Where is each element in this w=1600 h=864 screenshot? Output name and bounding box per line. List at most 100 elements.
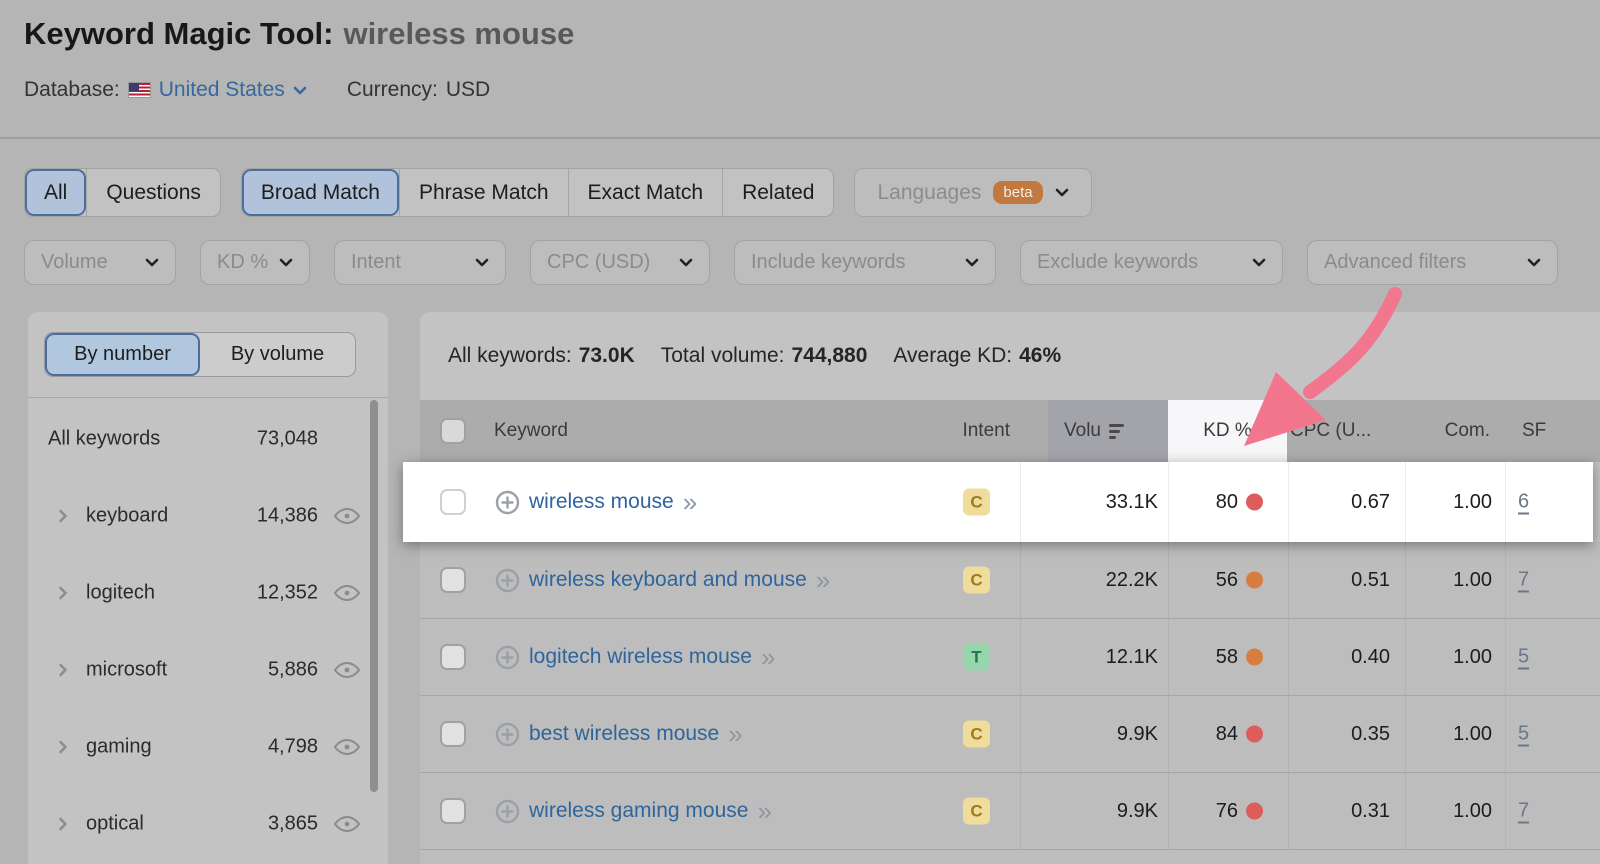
volume-filter[interactable]: Volume	[24, 240, 176, 285]
chevron-right-icon[interactable]	[59, 817, 68, 831]
volume-value: 22.2K	[1105, 568, 1158, 591]
tab-phrase-match[interactable]: Phrase Match	[398, 169, 568, 216]
sidebar-item-all-keywords[interactable]: All keywords 73,048	[28, 400, 380, 477]
chevron-down-icon	[679, 258, 693, 267]
sidebar-scrollbar[interactable]	[370, 400, 378, 792]
column-kd[interactable]: KD %	[1168, 400, 1287, 462]
languages-dropdown[interactable]: Languages beta	[854, 168, 1092, 217]
sidebar-item-microsoft[interactable]: microsoft 5,886	[28, 631, 380, 708]
intent-badge: C	[963, 797, 990, 825]
row-checkbox[interactable]	[440, 721, 466, 747]
group-count: 12,352	[256, 581, 318, 603]
group-label: microsoft	[86, 658, 168, 680]
kd-value: 80	[1215, 490, 1238, 513]
table-row[interactable]: logitech wireless mouse » T 12.1K 58 0.4…	[420, 619, 1600, 696]
select-all-checkbox[interactable]	[440, 418, 466, 444]
keyword-link[interactable]: logitech wireless mouse	[529, 645, 752, 668]
group-label: gaming	[86, 735, 152, 757]
toggle-by-number[interactable]: By number	[45, 333, 200, 376]
eye-icon[interactable]	[334, 584, 360, 602]
sidebar-item-logitech[interactable]: logitech 12,352	[28, 554, 380, 631]
intent-badge: C	[963, 566, 990, 594]
sf-link[interactable]: 6	[1518, 490, 1530, 513]
add-keyword-icon[interactable]	[495, 799, 520, 824]
table-row[interactable]: wireless mouse » C 33.1K 80 0.67 1.00 6	[403, 462, 1593, 542]
eye-icon[interactable]	[334, 738, 360, 756]
column-sf[interactable]: SF	[1522, 420, 1547, 441]
table-row[interactable]: best wireless mouse » C 9.9K 84 0.35 1.0…	[420, 696, 1600, 773]
eye-icon[interactable]	[334, 815, 360, 833]
intent-badge: C	[963, 488, 990, 516]
open-keyword-icon[interactable]: »	[760, 642, 776, 672]
chevron-right-icon[interactable]	[59, 740, 68, 754]
open-keyword-icon[interactable]: »	[682, 487, 698, 517]
row-checkbox[interactable]	[440, 798, 466, 824]
kd-difficulty-dot	[1246, 725, 1263, 743]
column-keyword[interactable]: Keyword	[494, 420, 568, 441]
chevron-down-icon[interactable]	[293, 86, 307, 95]
database-select[interactable]: United States	[158, 78, 285, 101]
volume-filter-label: Volume	[41, 251, 108, 273]
exclude-keywords-filter[interactable]: Exclude keywords	[1020, 240, 1283, 285]
column-volume[interactable]: Volu	[1048, 400, 1168, 462]
keyword-link[interactable]: best wireless mouse	[529, 722, 720, 745]
sidebar-item-keyboard[interactable]: keyboard 14,386	[28, 477, 380, 554]
eye-icon[interactable]	[334, 507, 360, 525]
add-keyword-icon[interactable]	[495, 490, 520, 515]
add-keyword-icon[interactable]	[495, 722, 520, 747]
include-keywords-filter[interactable]: Include keywords	[734, 240, 996, 285]
column-intent[interactable]: Intent	[962, 420, 1010, 441]
column-com[interactable]: Com.	[1444, 420, 1490, 441]
tab-exact-match[interactable]: Exact Match	[567, 169, 723, 216]
group-count: 4,798	[267, 735, 318, 757]
intent-filter[interactable]: Intent	[334, 240, 506, 285]
tab-all[interactable]: All	[25, 169, 87, 216]
open-keyword-icon[interactable]: »	[757, 796, 772, 826]
advanced-filters[interactable]: Advanced filters	[1307, 240, 1558, 285]
sf-link[interactable]: 5	[1518, 722, 1530, 745]
chevron-right-icon[interactable]	[59, 663, 68, 677]
sidebar-item-gaming[interactable]: gaming 4,798	[28, 708, 380, 785]
chevron-right-icon[interactable]	[59, 509, 68, 523]
keyword-groups-sidebar: By number By volume All keywords 73,048 …	[28, 312, 388, 864]
volume-value: 33.1K	[1105, 490, 1158, 513]
chevron-down-icon	[1055, 188, 1068, 197]
kd-filter[interactable]: KD %	[200, 240, 310, 285]
table-header: Keyword Intent Volu KD % CPC (U... Com. …	[420, 400, 1600, 462]
row-checkbox[interactable]	[440, 567, 466, 593]
sidebar-divider	[28, 397, 388, 398]
eye-icon[interactable]	[334, 661, 360, 679]
column-cpc[interactable]: CPC (U...	[1290, 420, 1372, 441]
sf-link[interactable]: 7	[1518, 799, 1530, 822]
volume-value: 12.1K	[1105, 645, 1158, 668]
open-keyword-icon[interactable]: »	[815, 565, 831, 595]
table-row[interactable]: wireless gaming mouse » C 9.9K 76 0.31 1…	[420, 773, 1600, 850]
column-volume-label: Volu	[1064, 420, 1101, 441]
currency-value: USD	[445, 78, 491, 101]
add-keyword-icon[interactable]	[495, 645, 520, 670]
table-row[interactable]: wireless keyboard and mouse » C 22.2K 56…	[420, 542, 1600, 619]
keyword-link[interactable]: wireless gaming mouse	[529, 799, 749, 822]
chevron-right-icon[interactable]	[59, 586, 68, 600]
kd-difficulty-dot	[1246, 493, 1263, 511]
add-keyword-icon[interactable]	[495, 568, 520, 593]
cpc-filter[interactable]: CPC (USD)	[530, 240, 710, 285]
open-keyword-icon[interactable]: »	[728, 719, 743, 749]
advanced-filters-label: Advanced filters	[1324, 251, 1467, 273]
stat-all-keywords: All keywords: 73.0K	[448, 344, 635, 367]
group-count: 73,048	[256, 427, 318, 449]
sf-link[interactable]: 5	[1518, 645, 1530, 668]
kd-value: 76	[1215, 799, 1238, 822]
keyword-link[interactable]: wireless keyboard and mouse	[529, 568, 807, 591]
toggle-by-volume[interactable]: By volume	[230, 343, 325, 365]
volume-value: 9.9K	[1116, 799, 1158, 822]
keyword-link[interactable]: wireless mouse	[529, 490, 674, 513]
row-checkbox[interactable]	[440, 644, 466, 670]
tab-related[interactable]: Related	[722, 169, 833, 216]
sf-link[interactable]: 7	[1518, 568, 1530, 591]
tab-questions[interactable]: Questions	[86, 169, 220, 216]
tab-broad-match[interactable]: Broad Match	[241, 169, 399, 216]
sidebar-item-optical[interactable]: optical 3,865	[28, 785, 380, 862]
row-checkbox[interactable]	[440, 489, 466, 515]
keywords-table-panel: All keywords: 73.0K Total volume: 744,880 …	[403, 312, 1600, 864]
